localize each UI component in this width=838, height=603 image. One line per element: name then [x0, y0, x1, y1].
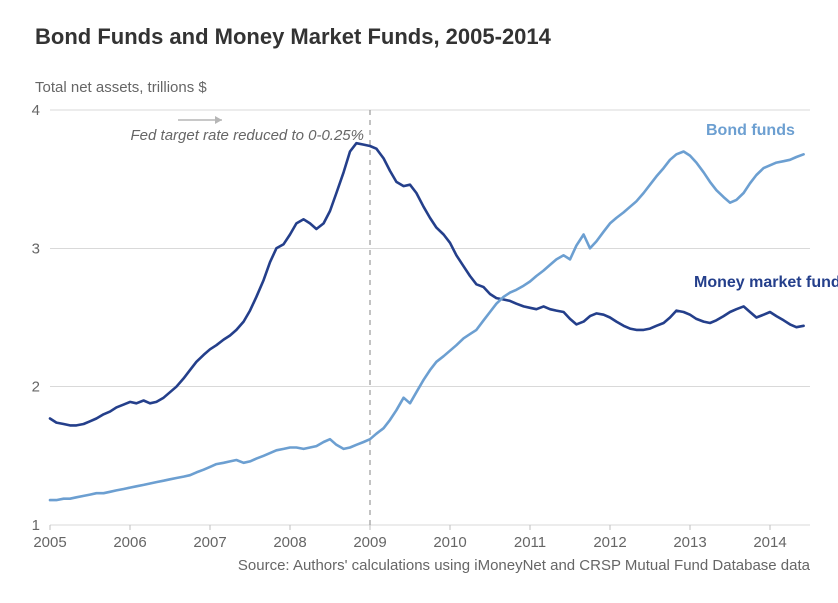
chart-container: Bond Funds and Money Market Funds, 2005-…	[0, 0, 838, 598]
x-tick-label: 2011	[514, 534, 546, 551]
x-tick-label: 2005	[33, 534, 66, 551]
y-tick-label: 4	[32, 102, 40, 119]
chart-footnote: Source: Authors' calculations using iMon…	[238, 557, 811, 574]
x-tick-label: 2014	[753, 534, 786, 551]
y-tick-label: 2	[32, 379, 40, 396]
y-tick-label: 3	[32, 240, 40, 257]
chart-title: Bond Funds and Money Market Funds, 2005-…	[35, 24, 552, 49]
y-tick-label: 1	[32, 517, 40, 534]
x-tick-label: 2010	[433, 534, 466, 551]
x-tick-label: 2009	[353, 534, 386, 551]
chart-svg: Bond Funds and Money Market Funds, 2005-…	[0, 0, 838, 598]
chart-subtitle: Total net assets, trillions $	[35, 79, 207, 96]
series-label: Bond funds	[706, 122, 795, 139]
series-label: Money market funds	[694, 274, 838, 291]
x-tick-label: 2013	[673, 534, 706, 551]
x-tick-label: 2007	[193, 534, 226, 551]
x-tick-label: 2008	[273, 534, 306, 551]
x-tick-label: 2006	[113, 534, 146, 551]
x-tick-label: 2012	[593, 534, 626, 551]
event-label: Fed target rate reduced to 0-0.25%	[131, 127, 364, 144]
